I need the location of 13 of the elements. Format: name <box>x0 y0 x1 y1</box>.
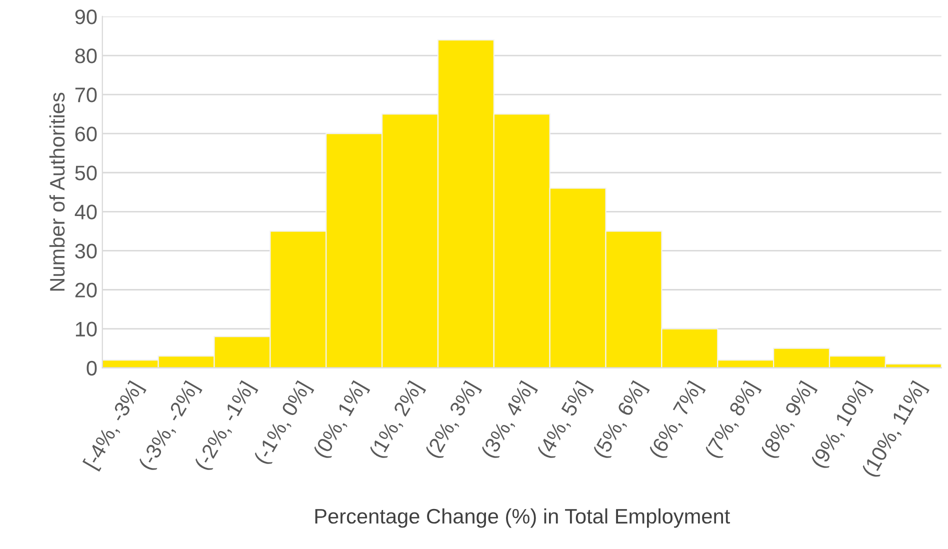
y-tick-label: 40 <box>74 204 97 220</box>
y-tick-label: 80 <box>75 48 97 64</box>
y-tick-label: 30 <box>75 244 97 258</box>
y-tick-label: 90 <box>75 9 97 24</box>
y-tick-label: 20 <box>75 282 97 298</box>
y-tick-label: 70 <box>75 88 97 102</box>
y-axis-title: Number of Authorities <box>49 92 65 291</box>
x-tick-label: (6%, 7%] <box>648 380 706 461</box>
y-tick-label: 50 <box>75 166 97 180</box>
y-tick-label: 60 <box>75 126 97 142</box>
y-tick-label: 0 <box>86 360 97 376</box>
y-tick-label: 10 <box>76 322 97 337</box>
x-axis-title: Percentage Change (%) in Total Employment <box>315 508 730 528</box>
